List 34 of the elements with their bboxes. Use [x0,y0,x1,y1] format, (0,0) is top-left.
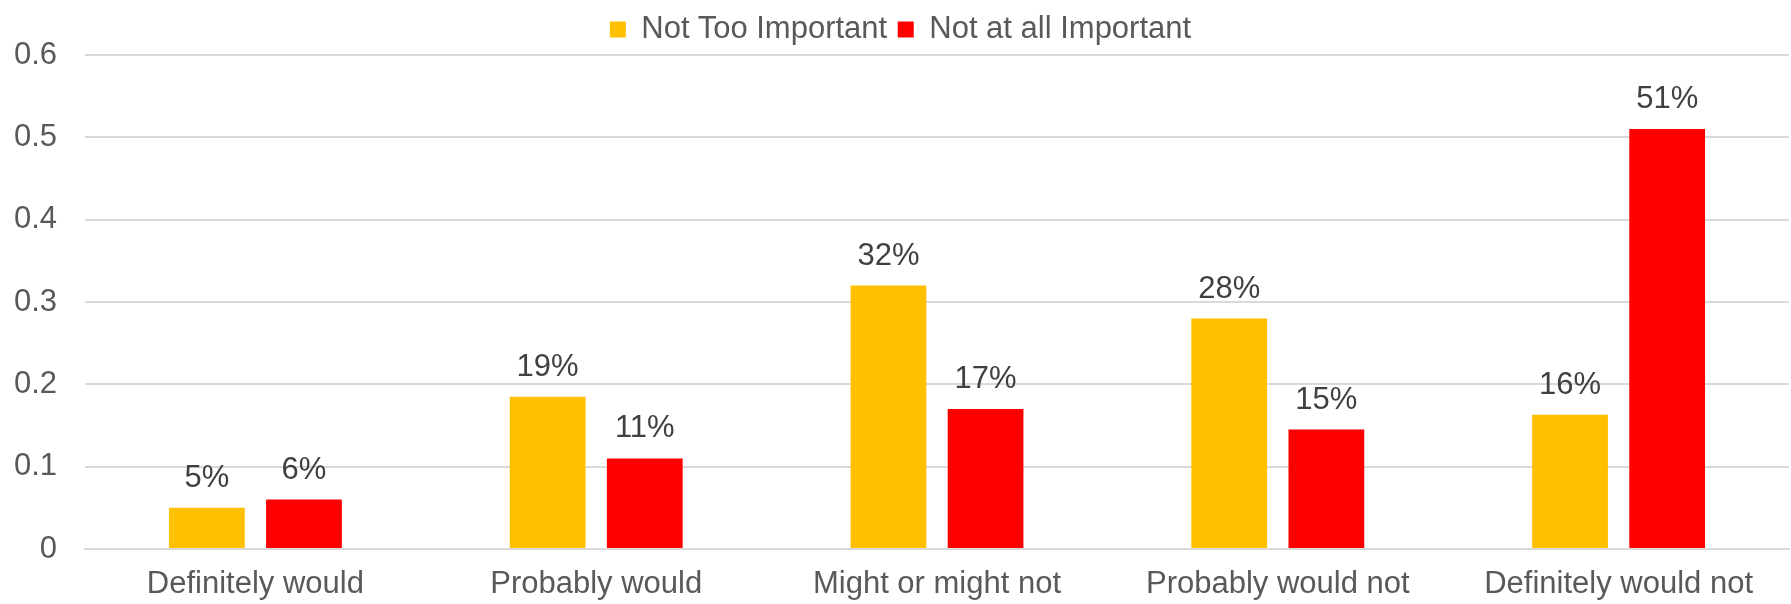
data-label: 5% [184,458,230,494]
bar [1532,414,1608,548]
data-label: 16% [1539,365,1602,401]
data-label: 28% [1198,269,1261,305]
bar [509,396,586,548]
x-tick-label: Probably would [490,565,703,601]
x-tick-label: Might or might not [812,565,1062,601]
bar [168,507,245,548]
x-tick-label: Definitely would not [1484,565,1754,601]
y-tick-label: 0.6 [13,35,57,71]
data-label: 19% [516,347,579,383]
bar [606,458,683,548]
bar [1191,318,1268,548]
legend-label: Not at all Important [929,10,1192,46]
bar [850,285,927,548]
bar [266,499,342,548]
data-label: 32% [857,236,920,272]
data-label: 11% [614,409,675,445]
data-label: 51% [1636,80,1699,116]
bar [947,409,1024,548]
bar [1629,129,1706,548]
data-label: 15% [1295,380,1358,416]
data-label: 17% [954,360,1017,396]
legend-label: Not Too Important [641,10,888,46]
x-tick-label: Definitely would [146,565,364,601]
data-label: 6% [281,450,327,486]
y-tick-label: 0.4 [13,200,57,236]
x-tick-label: Probably would not [1145,565,1411,601]
y-tick-label: 0 [39,529,57,565]
y-tick-label: 0.5 [13,117,57,153]
y-tick-label: 0.1 [13,447,57,483]
y-tick-label: 0.3 [13,282,57,318]
y-tick-label: 0.2 [13,364,57,400]
bar [1288,429,1365,548]
